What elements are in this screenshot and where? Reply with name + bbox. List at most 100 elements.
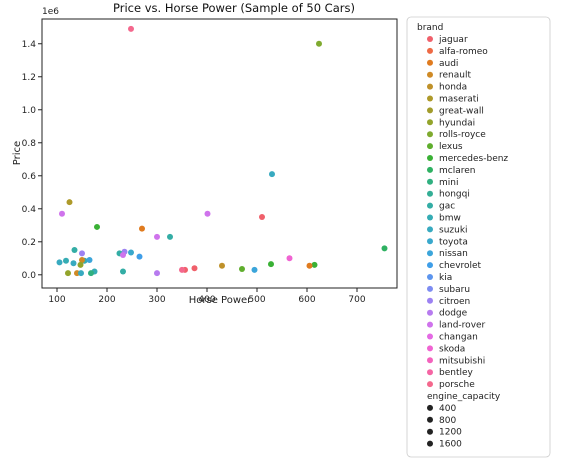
legend-marker-lexus	[427, 143, 433, 150]
legend-label-suzuki: suzuki	[439, 225, 468, 235]
legend-size-marker	[427, 416, 433, 423]
legend-marker-chevrolet	[427, 262, 433, 269]
data-point	[316, 40, 322, 47]
data-points	[56, 25, 388, 277]
legend-marker-changan	[427, 333, 433, 340]
data-point	[79, 250, 85, 257]
y-tick-label: 0.4	[22, 205, 37, 215]
legend-label-rolls-royce: rolls-royce	[439, 130, 486, 140]
legend-label-toyota: toyota	[439, 237, 468, 247]
data-point	[306, 262, 313, 269]
legend-marker-suzuki	[427, 226, 433, 233]
legend-marker-kia	[427, 274, 433, 280]
y-axis-scale-label: 1e6	[42, 7, 59, 17]
y-axis: 0.0 0.2 0.4 0.6 0.8 1.0 1.2 1.4	[22, 40, 42, 281]
data-point	[268, 261, 274, 268]
legend-label-mitsubishi: mitsubishi	[439, 356, 485, 366]
legend-marker-toyota	[427, 238, 433, 245]
legend-label-land-rover: land-rover	[439, 321, 486, 331]
data-point	[311, 261, 318, 268]
legend-label-great-wall: great-wall	[439, 106, 484, 116]
legend-label-lexus: lexus	[439, 142, 463, 152]
data-point	[219, 262, 225, 269]
data-point	[269, 171, 275, 178]
data-point	[94, 223, 100, 230]
legend-title-engine-capacity: engine_capacity	[427, 392, 501, 402]
data-point	[79, 256, 85, 263]
y-tick-label: 1.2	[22, 73, 36, 83]
legend-marker-citroen	[427, 297, 433, 304]
data-point	[128, 25, 134, 32]
legend-size-marker	[427, 428, 433, 435]
data-point	[167, 233, 173, 240]
legend-label-hongqi: hongqi	[439, 190, 470, 200]
legend-marker-mclaren	[427, 166, 433, 173]
data-point	[239, 266, 245, 273]
legend-marker-subaru	[427, 285, 433, 292]
data-point	[120, 251, 126, 258]
legend-label-maserati: maserati	[439, 95, 479, 105]
legend-label-nissan: nissan	[439, 249, 468, 259]
legend-marker-mini	[427, 178, 433, 185]
legend-label-subaru: subaru	[439, 285, 470, 295]
data-point	[56, 259, 63, 266]
plot-area	[41, 18, 398, 289]
legend-marker-nissan	[427, 250, 433, 257]
legend-marker-land-rover	[427, 321, 433, 328]
y-tick-label: 0.2	[22, 238, 36, 248]
legend-label-bmw: bmw	[439, 214, 461, 224]
legend-label-citroen: citroen	[439, 297, 470, 307]
legend: brand jaguar alfa-romeo audi renault honda ma…	[406, 16, 551, 458]
data-point	[139, 225, 145, 232]
legend-marker-bmw	[427, 214, 433, 221]
legend-label-changan: changan	[439, 333, 478, 343]
legend-marker-hongqi	[427, 190, 433, 197]
legend-entries: jaguar alfa-romeo audi renault honda maserati…	[427, 35, 508, 390]
data-point	[204, 210, 211, 217]
legend-frame	[406, 16, 551, 458]
legend-size-marker	[427, 440, 433, 447]
x-axis: 100 200 300 400 500 600 700	[48, 288, 366, 305]
data-point	[70, 260, 77, 267]
data-point	[71, 247, 78, 254]
legend-marker-hyundai	[427, 119, 433, 126]
legend-label-mini: mini	[439, 178, 458, 188]
legend-marker-mercedes-benz	[427, 155, 433, 161]
data-point	[63, 257, 69, 264]
legend-marker-renault	[427, 71, 433, 78]
y-tick-label: 0.0	[22, 271, 37, 281]
data-point	[78, 270, 84, 277]
x-tick-label: 300	[148, 295, 165, 305]
data-point	[120, 268, 126, 275]
legend-size-label: 400	[439, 404, 456, 414]
legend-label-chevrolet: chevrolet	[439, 261, 482, 271]
y-tick-label: 0.8	[22, 139, 37, 149]
legend-marker-gac	[427, 202, 433, 209]
legend-marker-alfa-romeo	[427, 47, 433, 54]
x-tick-label: 400	[198, 295, 215, 305]
legend-marker-mitsubishi	[427, 357, 433, 364]
legend-marker-maserati	[427, 95, 433, 102]
legend-label-hyundai: hyundai	[439, 118, 475, 128]
legend-size-label: 1600	[439, 440, 462, 450]
x-axis-label: Horse Power	[189, 295, 252, 306]
y-tick-label: 1.0	[22, 106, 37, 116]
data-point	[136, 253, 143, 260]
legend-marker-great-wall	[427, 107, 433, 114]
legend-label-bentley: bentley	[439, 368, 474, 378]
legend-label-audi: audi	[439, 59, 458, 69]
data-point	[88, 270, 94, 277]
data-point	[65, 270, 71, 277]
legend-marker-audi	[427, 59, 433, 66]
legend-label-mclaren: mclaren	[439, 166, 475, 176]
chart-title: Price vs. Horse Power (Sample of 50 Cars…	[113, 1, 355, 15]
legend-label-jaguar: jaguar	[438, 35, 468, 45]
legend-marker-porsche	[427, 381, 433, 388]
legend-marker-honda	[427, 83, 433, 90]
legend-label-honda: honda	[439, 83, 467, 93]
data-point	[128, 249, 134, 256]
data-point	[77, 261, 84, 268]
legend-marker-rolls-royce	[427, 131, 433, 138]
legend-label-gac: gac	[439, 202, 455, 212]
